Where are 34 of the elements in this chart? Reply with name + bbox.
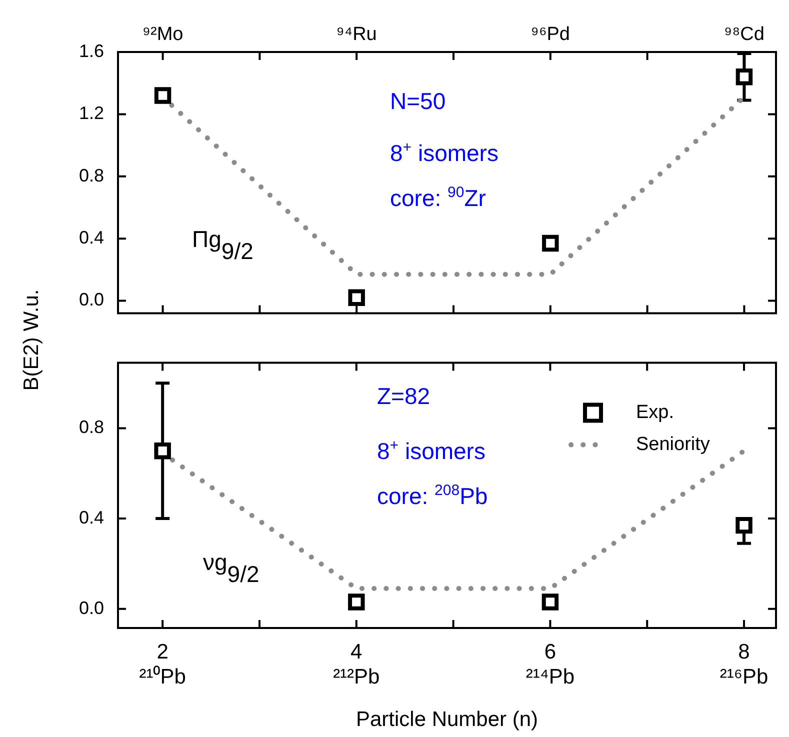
annotation: 8$^{+}$ isomers	[377, 437, 486, 464]
point	[736, 516, 752, 534]
y-tick-label: 0.8	[78, 165, 104, 186]
legend-label: Seniority	[636, 434, 710, 456]
point	[154, 442, 171, 460]
annotation: N=50	[390, 88, 446, 114]
x-tick-label: ⁹⁸Cd	[724, 24, 764, 45]
x-tick-label: ⁹²Mo	[142, 24, 184, 45]
y-tick-label: 0.8	[78, 417, 104, 438]
annotation: core: $^{208}$Pb	[377, 482, 488, 509]
point	[348, 289, 365, 306]
y-tick-label: 0.4	[78, 228, 104, 248]
y-axis-title: B(E2) W.u.	[20, 289, 44, 391]
x-tick-label: 8 ²¹⁶Pb	[720, 640, 768, 689]
x-tick-label: ⁹⁶Pd	[530, 24, 570, 45]
point	[542, 234, 559, 252]
point	[154, 87, 172, 104]
annotation: Z=82	[377, 383, 430, 409]
annotation: 8$^{+}$ isomers	[390, 139, 498, 166]
y-tick-label: 1.6	[78, 40, 104, 61]
x-tick-label: ⁹⁴Ru	[336, 24, 377, 45]
y-tick-label: 0.0	[78, 598, 104, 618]
point	[736, 68, 753, 86]
annotation: core: $^{90}$Zr	[390, 184, 486, 211]
point	[348, 594, 365, 610]
y-tick-label: 1.2	[78, 103, 104, 124]
y-tick-label: 0.0	[78, 290, 104, 310]
x-tick-label: 2 ²¹⁰Pb	[139, 640, 186, 689]
x-axis-title: Particle Number (n)	[356, 708, 538, 732]
point	[542, 594, 559, 610]
x-tick-label: 4 ²¹²Pb	[333, 640, 380, 689]
legend-label: Exp.	[636, 402, 674, 424]
x-tick-label: 6 ²¹⁴Pb	[526, 640, 575, 689]
y-tick-label: 0.4	[78, 508, 104, 528]
